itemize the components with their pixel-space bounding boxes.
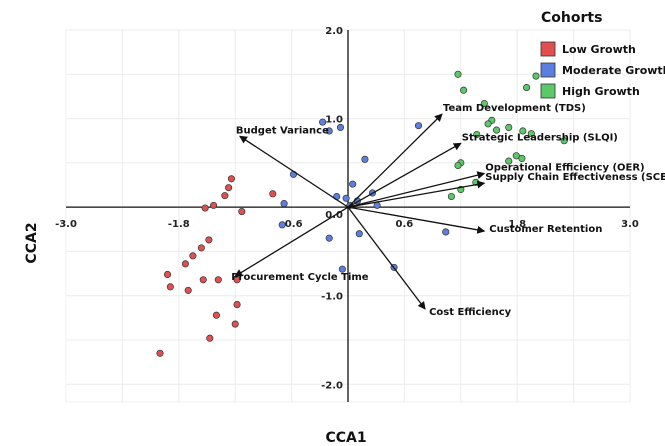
point-high-growth	[454, 161, 462, 170]
vector-label-supply-chain-effectiveness-scei: Supply Chain Effectiveness (SCEI)	[485, 172, 665, 183]
point-high-growth	[560, 137, 568, 145]
point-moderate-growth	[361, 155, 369, 163]
vector-customer-retention	[347, 206, 486, 234]
point-low-growth	[156, 349, 164, 357]
point-moderate-growth	[349, 180, 357, 188]
point-high-growth	[512, 152, 520, 160]
point-high-growth	[532, 72, 540, 80]
legend-swatch-moderate-growth	[540, 62, 556, 78]
point-high-growth	[519, 127, 527, 135]
x-tick-label: 0.6	[396, 219, 414, 230]
point-high-growth	[523, 84, 531, 92]
point-low-growth	[238, 208, 246, 216]
point-low-growth	[199, 276, 207, 284]
vector-label-team-development-tds: Team Development (TDS)	[443, 103, 586, 114]
point-low-growth	[189, 252, 197, 260]
point-low-growth	[184, 286, 192, 294]
point-low-growth	[201, 204, 209, 212]
point-high-growth	[480, 99, 488, 108]
x-axis-title: CCA1	[325, 430, 366, 446]
y-tick-label: -2.0	[321, 380, 343, 391]
vector-label-operational-efficiency-oer: Operational Efficiency (OER)	[485, 162, 644, 173]
vector-budget-variance	[239, 135, 349, 208]
point-high-growth	[505, 157, 513, 165]
point-low-growth	[214, 276, 222, 284]
point-high-growth	[484, 120, 492, 128]
point-low-growth	[181, 260, 189, 268]
point-low-growth	[166, 283, 174, 291]
point-high-growth	[518, 154, 526, 162]
point-low-growth	[221, 192, 229, 200]
loading-vectors: Team Development (TDS) Strategic Leadersh…	[231, 103, 665, 318]
point-low-growth	[212, 311, 220, 319]
point-low-growth	[205, 236, 213, 244]
vector-label-strategic-leadership-slqi: Strategic Leadership (SLQI)	[462, 132, 618, 143]
y-axis-title: CCA2	[24, 222, 40, 263]
point-low-growth	[269, 190, 277, 198]
vector-label-budget-variance: Budget Variance	[236, 125, 329, 136]
point-high-growth	[460, 86, 468, 94]
x-tick-label: 3.0	[621, 219, 639, 230]
point-moderate-growth	[442, 228, 450, 236]
point-moderate-growth	[325, 127, 333, 135]
y-tick-label: 2.0	[325, 26, 343, 37]
legend-title: Cohorts	[541, 10, 602, 26]
point-moderate-growth	[319, 118, 327, 126]
point-high-growth	[505, 123, 513, 131]
point-low-growth	[197, 244, 205, 252]
point-moderate-growth	[325, 234, 333, 242]
vector-strategic-leadership-slqi	[347, 142, 462, 208]
x-tick-label: -0.6	[281, 219, 303, 230]
legend-swatch-low-growth	[540, 41, 556, 57]
vector-cost-efficiency	[347, 206, 426, 310]
point-moderate-growth	[373, 201, 381, 209]
point-moderate-growth	[278, 221, 286, 229]
vector-label-cost-efficiency: Cost Efficiency	[429, 307, 512, 318]
y-tick-label: 1.0	[325, 115, 343, 126]
point-low-growth	[227, 175, 235, 183]
point-moderate-growth	[280, 200, 288, 208]
point-high-growth	[473, 130, 481, 139]
point-moderate-growth	[342, 194, 350, 202]
point-low-growth	[225, 184, 233, 192]
legend-label-high-growth: High Growth	[562, 85, 640, 98]
vector-team-development-tds	[347, 113, 443, 208]
point-low-growth	[233, 301, 241, 309]
x-tick-label: -1.8	[168, 219, 190, 230]
point-high-growth	[492, 126, 501, 134]
vector-label-procurement-cycle-time: Procurement Cycle Time	[231, 272, 369, 283]
vector-procurement-cycle-time	[234, 206, 349, 277]
point-moderate-growth	[338, 265, 346, 273]
point-low-growth	[210, 201, 218, 209]
point-high-growth	[447, 192, 455, 201]
point-high-growth	[454, 70, 462, 78]
x-tick-label: 1.8	[508, 219, 526, 230]
legend: Cohorts Low Growth Moderate Growth High Gr…	[540, 10, 665, 99]
point-moderate-growth	[414, 122, 423, 130]
point-moderate-growth	[336, 123, 345, 131]
y-tick-label: -1.0	[321, 292, 343, 303]
tick-labels: -3.0-1.8-0.60.61.83.02.01.00.0-1.0-2.0	[55, 26, 639, 391]
point-moderate-growth	[355, 230, 363, 238]
point-high-growth	[527, 130, 535, 138]
legend-label-moderate-growth: Moderate Growth	[562, 64, 665, 77]
vector-label-customer-retention: Customer Retention	[489, 224, 602, 235]
point-low-growth	[206, 334, 214, 342]
vector-operational-efficiency-oer	[347, 171, 486, 208]
point-low-growth	[231, 320, 239, 328]
x-tick-label: -3.0	[55, 219, 77, 230]
point-low-growth	[163, 270, 172, 279]
legend-swatch-high-growth	[540, 83, 556, 99]
legend-label-low-growth: Low Growth	[562, 43, 636, 56]
vector-supply-chain-effectiveness-scei	[347, 180, 486, 208]
